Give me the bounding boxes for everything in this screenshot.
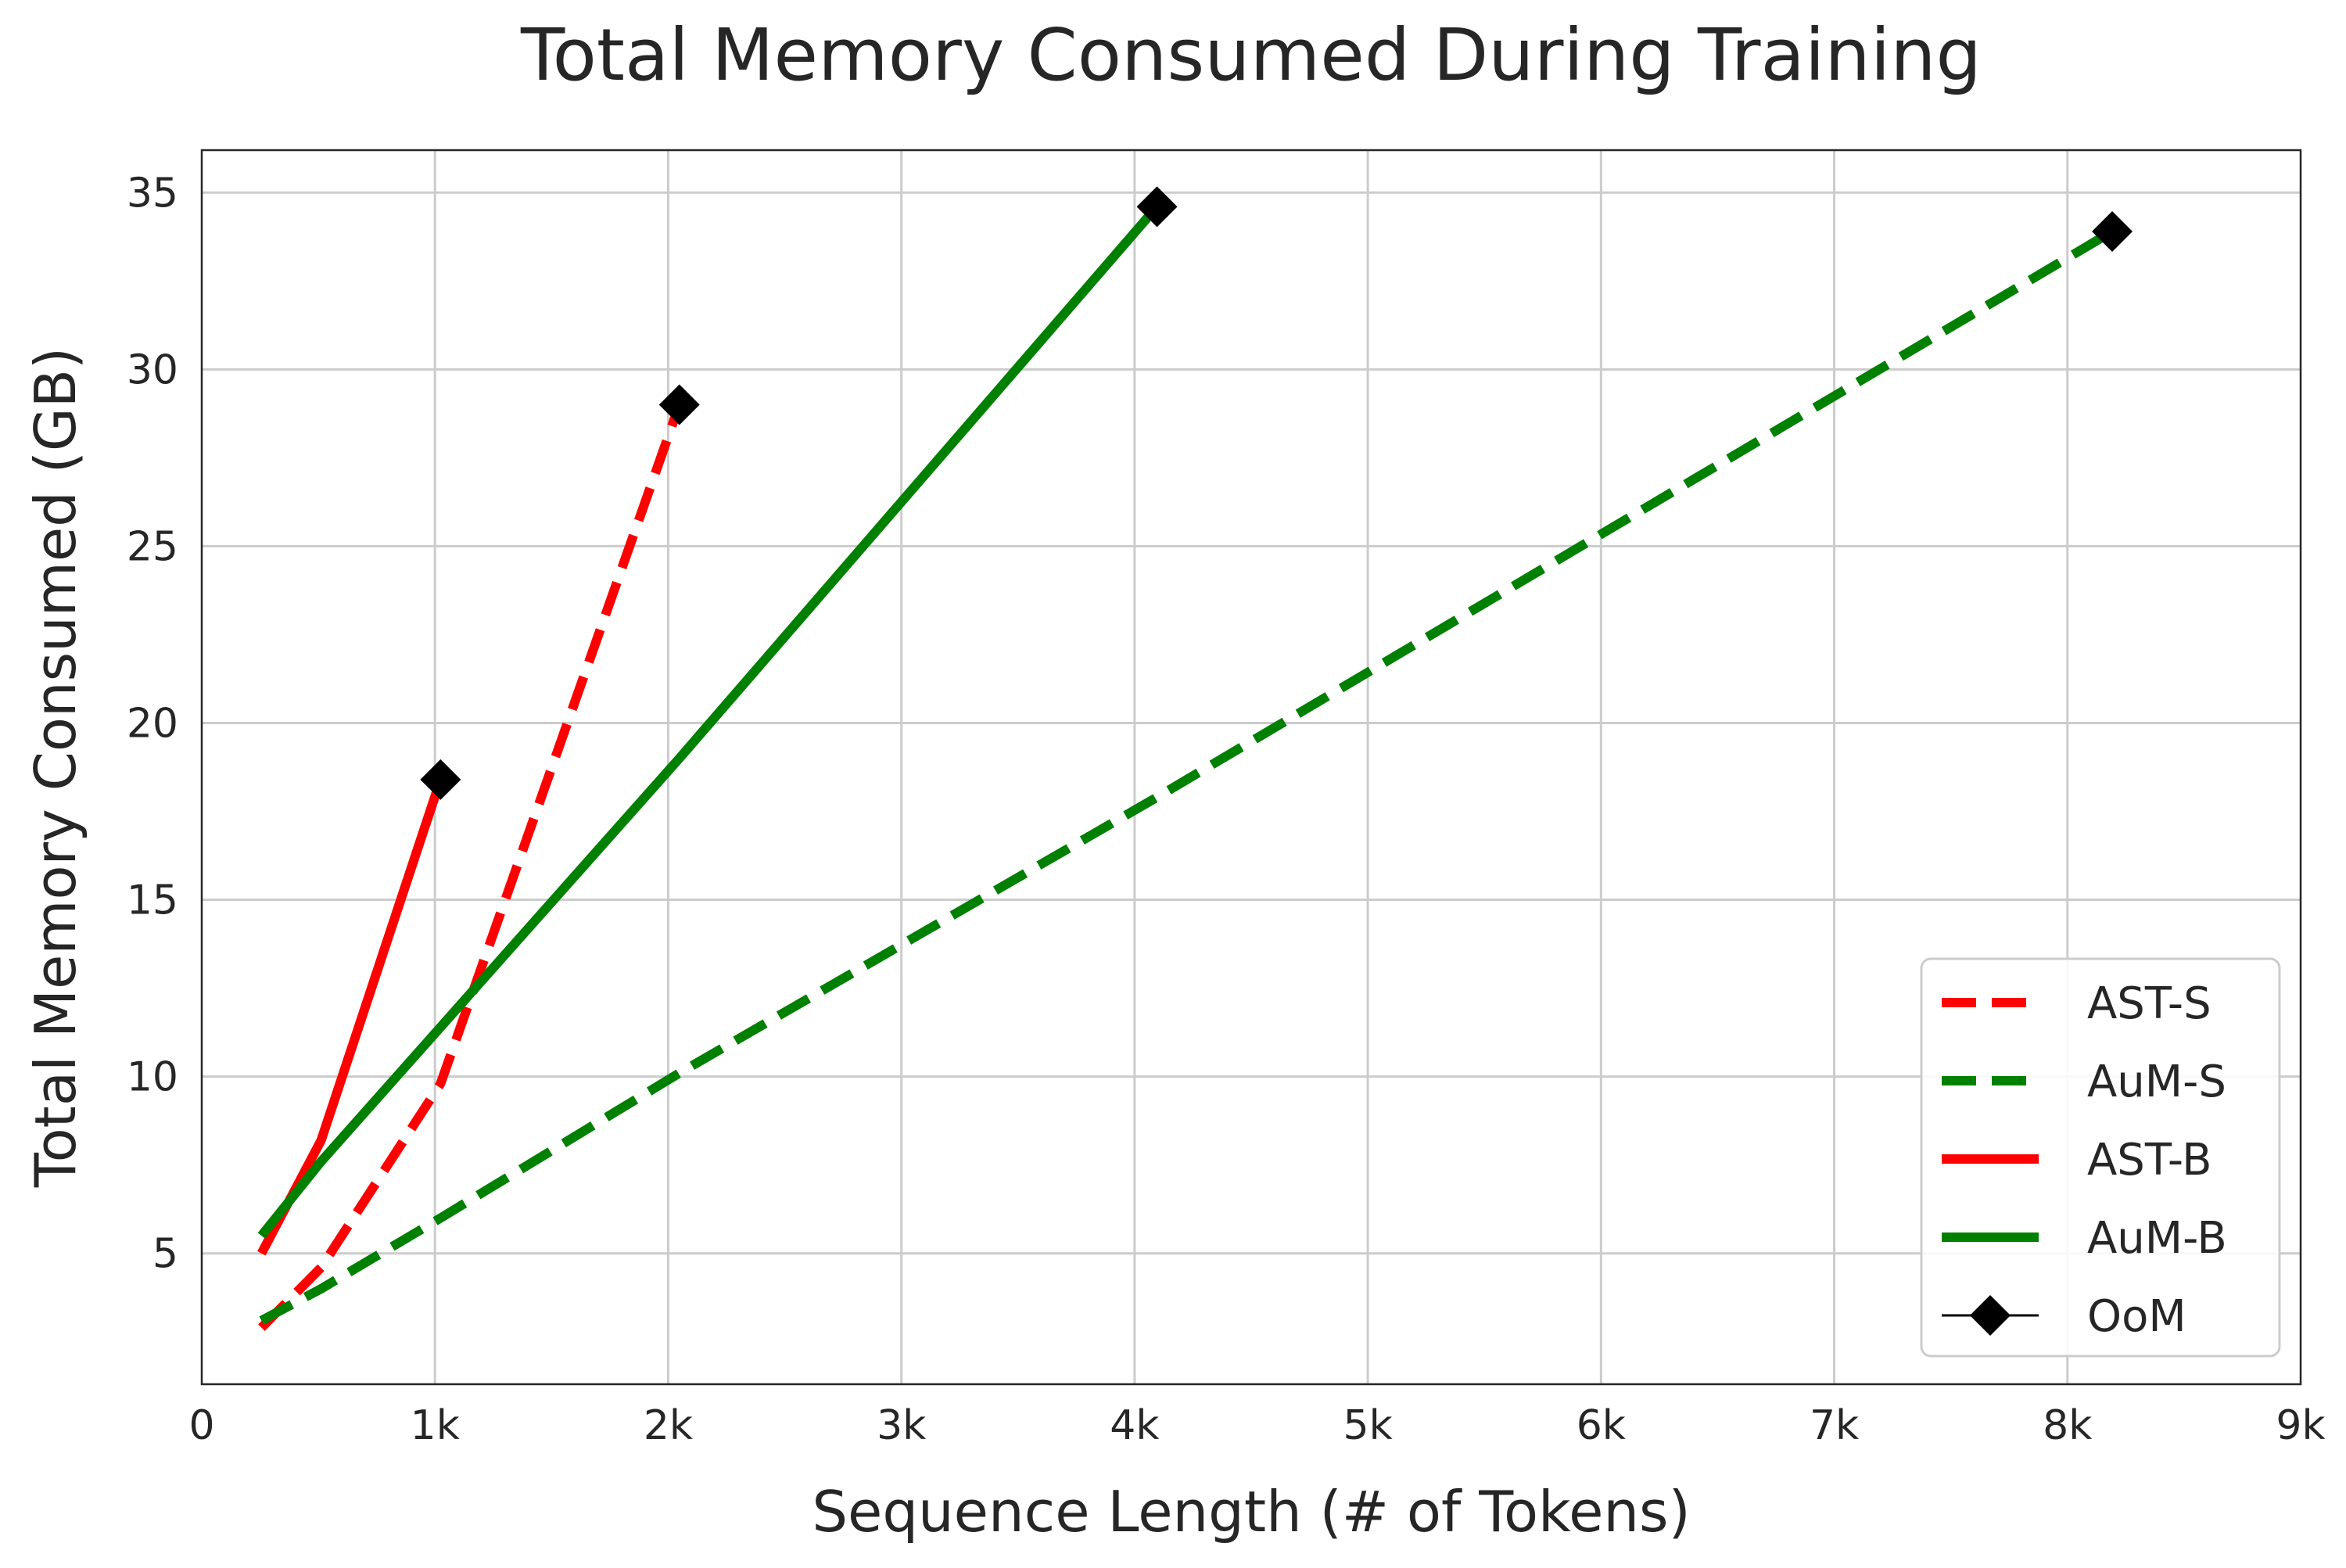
legend-marker-oom <box>1970 1295 2011 1336</box>
x-tick-label: 4k <box>1110 1402 1159 1449</box>
oom-marker <box>1136 186 1178 228</box>
legend-label-aum-b: AuM-B <box>2087 1213 2227 1264</box>
oom-marker <box>420 759 461 800</box>
x-tick-label: 8k <box>2043 1402 2092 1449</box>
y-tick-label: 30 <box>127 346 178 393</box>
x-tick-label: 7k <box>1810 1402 1859 1449</box>
series-lines <box>257 203 2115 1331</box>
legend: AST-S AuM-S AST-B AuM-B OoM <box>1920 957 2281 1358</box>
y-tick-label: 5 <box>152 1231 178 1278</box>
y-tick-label: 25 <box>127 523 178 570</box>
y-tick-label: 10 <box>127 1054 178 1101</box>
legend-label-aum-s: AuM-S <box>2087 1057 2226 1107</box>
x-tick-label: 0 <box>188 1402 214 1449</box>
y-tick-label: 15 <box>127 877 178 924</box>
series-line-aum-s <box>259 227 2115 1325</box>
y-tick-label: 35 <box>127 170 178 217</box>
tick-labels: 0 1k 2k 3k 4k 5k 6k 7k 8k 9k 5 10 15 20 25 30 35 <box>127 170 2326 1449</box>
x-tick-label: 6k <box>1577 1402 1626 1449</box>
y-axis-label: Total Memory Consumed (GB) <box>23 347 88 1188</box>
x-tick-label: 1k <box>411 1402 460 1449</box>
series-line-ast-b <box>257 777 446 1256</box>
legend-label-oom: OoM <box>2087 1291 2186 1342</box>
x-tick-label: 3k <box>877 1402 926 1449</box>
x-tick-label: 5k <box>1343 1402 1393 1449</box>
x-tick-label: 9k <box>2276 1402 2325 1449</box>
series-line-ast-s <box>258 403 684 1331</box>
y-tick-label: 20 <box>127 700 178 747</box>
plot-frame <box>200 149 2302 1386</box>
legend-label-ast-s: AST-S <box>2087 978 2211 1029</box>
chart-title: Total Memory Consumed During Training <box>520 13 1982 97</box>
legend-box <box>1920 957 2281 1358</box>
oom-marker <box>658 384 700 425</box>
x-axis-label: Sequence Length (# of Tokens) <box>812 1479 1690 1545</box>
oom-markers <box>420 186 2133 800</box>
series-line-aum-b <box>257 203 1161 1239</box>
x-tick-label: 2k <box>644 1402 693 1449</box>
oom-marker <box>2092 210 2133 252</box>
legend-label-ast-b: AST-B <box>2087 1135 2212 1186</box>
